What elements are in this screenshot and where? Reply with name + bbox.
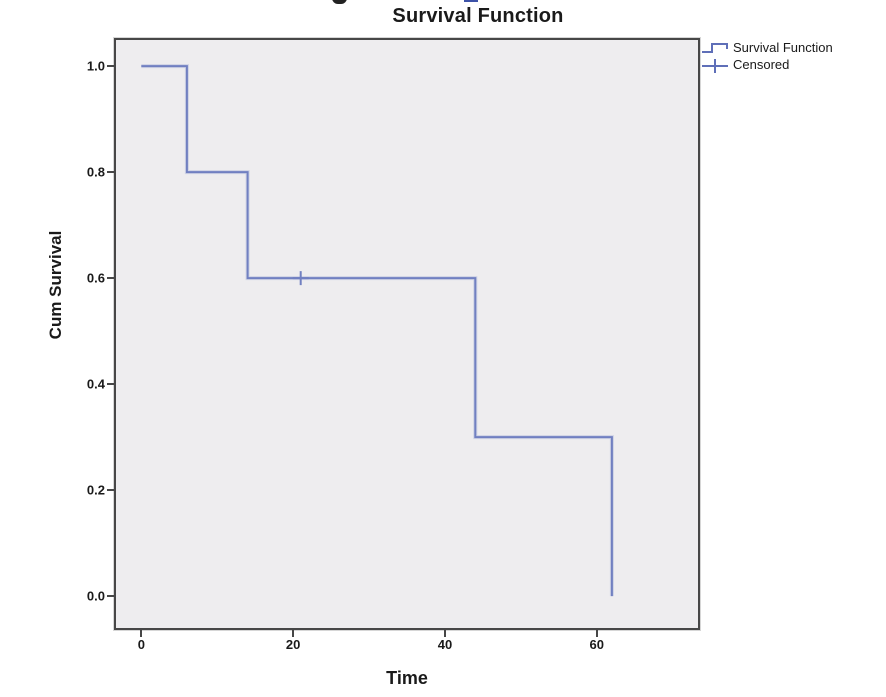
x-axis-title: Time bbox=[386, 668, 428, 688]
legend-item: Survival Function bbox=[701, 39, 833, 56]
clipped-text-artifact bbox=[332, 0, 347, 4]
y-axis-tick-label: 1.0 bbox=[86, 58, 105, 74]
survival-step-line bbox=[141, 65, 613, 597]
x-axis-tick-label: 60 bbox=[589, 637, 604, 652]
chart-title: Survival Function bbox=[392, 5, 564, 27]
x-axis-tick-label: 0 bbox=[137, 637, 145, 652]
y-axis-tick-label: 0.0 bbox=[86, 588, 105, 604]
x-axis-tick bbox=[595, 630, 598, 637]
legend-item-label: Survival Function bbox=[733, 40, 833, 55]
survival-curve-svg bbox=[141, 64, 614, 597]
legend: Survival Function Censored bbox=[701, 39, 833, 73]
step-line-icon bbox=[702, 42, 728, 53]
y-axis-tick bbox=[107, 489, 114, 492]
legend-item: Censored bbox=[701, 56, 833, 73]
plot-area bbox=[114, 38, 700, 630]
plus-icon bbox=[702, 58, 728, 73]
x-axis-tick bbox=[292, 630, 295, 637]
x-axis-tick bbox=[140, 630, 143, 637]
y-axis-tick-label: 0.4 bbox=[86, 376, 105, 392]
y-axis-tick bbox=[107, 595, 114, 598]
y-axis-tick-label: 0.8 bbox=[86, 164, 105, 180]
y-axis-tick bbox=[107, 383, 114, 386]
legend-item-label: Censored bbox=[733, 57, 790, 72]
y-axis-tick-label: 0.6 bbox=[86, 270, 105, 286]
censored-marker bbox=[292, 271, 309, 286]
y-axis-tick bbox=[107, 171, 114, 174]
y-axis-tick bbox=[107, 277, 114, 280]
y-axis-tick-label: 0.2 bbox=[86, 482, 105, 498]
x-axis-tick-label: 40 bbox=[437, 637, 453, 652]
x-axis-tick-label: 20 bbox=[285, 637, 301, 652]
y-axis-title: Cum Survival bbox=[46, 230, 65, 340]
y-axis-tick bbox=[107, 65, 114, 68]
x-axis-tick bbox=[443, 630, 446, 637]
survival-step-line-halo bbox=[141, 64, 614, 597]
clipped-text-artifact bbox=[464, 0, 478, 2]
